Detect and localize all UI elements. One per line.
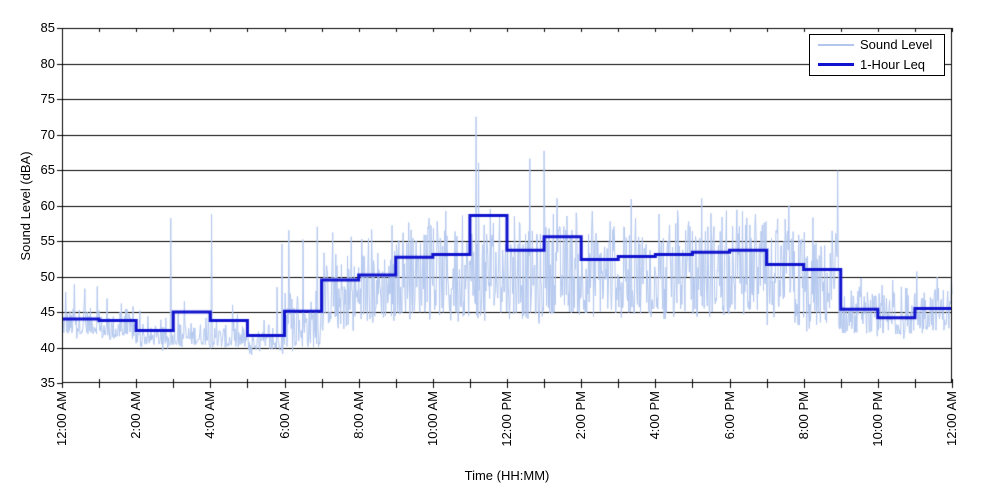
legend-entry-sound-level: Sound Level (810, 37, 944, 54)
x-tick-label: 4:00 AM (202, 391, 218, 439)
y-tick-label: 50 (40, 268, 55, 284)
y-tick-label: 75 (40, 91, 55, 106)
x-tick-label: 4:00 PM (647, 391, 663, 440)
x-tick-label: 12:00 PM (499, 391, 514, 447)
y-tick-label: 45 (40, 304, 55, 319)
x-tick-label: 10:00 PM (869, 391, 885, 447)
leq-line-sample-icon (818, 63, 854, 67)
y-tick-label: 85 (40, 20, 55, 35)
x-tick-label: 2:00 PM (573, 391, 589, 440)
y-tick-label: 40 (40, 339, 55, 355)
y-axis-title: Sound Level (dBA) (18, 151, 33, 261)
x-tick-label: 12:00 AM (944, 391, 959, 446)
legend-label-1-hour-leq: 1-Hour Leq (860, 56, 926, 72)
y-tick-label: 35 (40, 375, 55, 390)
x-tick-label: 2:00 AM (128, 391, 144, 439)
x-tick-label: 8:00 AM (350, 391, 366, 439)
y-tick-label: 70 (40, 126, 55, 142)
x-tick-label: 8:00 PM (795, 391, 811, 440)
legend-entry-1-hour-leq: 1-Hour Leq (810, 57, 944, 74)
x-tick-label: 6:00 PM (721, 391, 737, 440)
y-tick-label: 60 (40, 197, 55, 213)
x-axis-title: Time (HH:MM) (464, 468, 550, 483)
x-tick-label: 6:00 AM (276, 391, 292, 439)
y-tick-label: 65 (40, 162, 55, 177)
legend: Sound Level 1-Hour Leq (809, 34, 945, 76)
sound-level-line-sample-icon (818, 44, 854, 47)
x-tick-label: 12:00 AM (54, 391, 69, 446)
y-tick-label: 55 (40, 233, 55, 248)
x-tick-label: 10:00 AM (424, 391, 440, 446)
y-tick-label: 80 (40, 55, 55, 71)
legend-label-sound-level: Sound Level (860, 37, 933, 53)
